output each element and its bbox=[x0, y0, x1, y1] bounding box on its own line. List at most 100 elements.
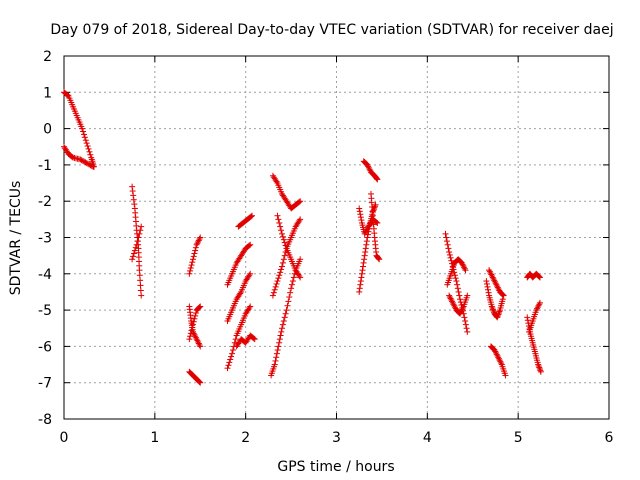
x-tick-label: 2 bbox=[241, 430, 250, 446]
data-point bbox=[283, 307, 290, 314]
data-point bbox=[360, 259, 367, 266]
data-point bbox=[279, 263, 285, 270]
data-point bbox=[362, 249, 369, 256]
data-point bbox=[277, 332, 284, 339]
data-point bbox=[534, 304, 541, 311]
data-point bbox=[132, 244, 139, 251]
data-point bbox=[452, 275, 459, 282]
data-point bbox=[533, 307, 540, 314]
data-point bbox=[192, 312, 199, 319]
data-point bbox=[448, 257, 455, 264]
data-point bbox=[276, 272, 283, 279]
data-point bbox=[275, 343, 282, 350]
data-point bbox=[297, 216, 304, 223]
data-point bbox=[246, 272, 253, 279]
data-point bbox=[287, 289, 294, 296]
data-point bbox=[463, 325, 470, 332]
data-point bbox=[443, 238, 450, 245]
data-point bbox=[457, 310, 464, 317]
data-point bbox=[447, 254, 454, 261]
data-point bbox=[82, 159, 89, 166]
data-point bbox=[188, 262, 195, 269]
data-point bbox=[286, 294, 293, 301]
data-point bbox=[251, 336, 258, 343]
data-point bbox=[133, 241, 140, 248]
data-point bbox=[196, 378, 203, 385]
data-point bbox=[491, 278, 498, 285]
data-point bbox=[535, 363, 542, 370]
data-point bbox=[494, 284, 501, 291]
data-point bbox=[495, 355, 502, 362]
data-point bbox=[285, 298, 292, 305]
data-point bbox=[296, 198, 303, 205]
data-point bbox=[536, 364, 543, 371]
data-point bbox=[82, 137, 89, 144]
data-point bbox=[80, 128, 87, 135]
data-point bbox=[129, 183, 136, 190]
data-point bbox=[188, 327, 195, 334]
data-point bbox=[364, 234, 371, 241]
data-point bbox=[195, 378, 202, 385]
data-point bbox=[191, 250, 198, 257]
x-axis-label: GPS time / hours bbox=[277, 459, 394, 475]
data-point bbox=[454, 285, 461, 292]
y-tick-label: -1 bbox=[38, 158, 52, 174]
data-point bbox=[197, 234, 204, 241]
data-point bbox=[279, 230, 285, 237]
data-point bbox=[78, 157, 85, 164]
data-point bbox=[445, 245, 452, 252]
data-point bbox=[362, 245, 369, 252]
data-point bbox=[372, 203, 379, 210]
y-tick-label: -3 bbox=[38, 231, 52, 247]
data-point bbox=[494, 352, 501, 359]
grid-lines bbox=[64, 56, 609, 419]
data-point bbox=[277, 269, 284, 276]
data-point bbox=[490, 307, 497, 314]
data-point bbox=[457, 296, 464, 303]
data-point bbox=[195, 340, 202, 347]
data-point bbox=[360, 263, 367, 270]
data-point bbox=[363, 241, 370, 248]
data-point bbox=[279, 259, 286, 266]
data-point bbox=[130, 192, 137, 199]
data-point bbox=[462, 317, 469, 324]
data-point bbox=[492, 348, 499, 355]
data-point bbox=[272, 357, 279, 364]
data-point bbox=[274, 347, 281, 354]
data-point bbox=[489, 306, 496, 313]
data-point bbox=[461, 265, 468, 272]
y-tick-label: -4 bbox=[38, 267, 52, 283]
data-point bbox=[288, 285, 295, 292]
data-point bbox=[485, 286, 492, 293]
data-point bbox=[195, 238, 202, 245]
data-point bbox=[444, 241, 451, 248]
data-point bbox=[137, 227, 144, 234]
data-point bbox=[524, 317, 531, 324]
data-point bbox=[138, 223, 145, 230]
data-point bbox=[535, 272, 542, 279]
data-point bbox=[524, 314, 531, 321]
data-point bbox=[356, 288, 363, 295]
data-point bbox=[536, 274, 543, 281]
data-point bbox=[460, 262, 467, 269]
data-point bbox=[81, 134, 88, 141]
data-point bbox=[273, 280, 280, 287]
data-point bbox=[376, 256, 383, 263]
chart-title: Day 079 of 2018, Sidereal Day-to-day VTE… bbox=[50, 22, 613, 38]
data-point bbox=[500, 292, 507, 299]
data-point bbox=[226, 359, 233, 366]
data-point bbox=[278, 266, 285, 273]
data-point bbox=[81, 158, 88, 165]
data-point bbox=[136, 230, 143, 237]
data-point bbox=[486, 267, 493, 274]
data-point bbox=[455, 288, 462, 295]
data-point bbox=[138, 292, 145, 299]
data-point bbox=[358, 270, 365, 277]
data-point bbox=[85, 145, 92, 152]
data-point bbox=[496, 308, 503, 315]
data-point bbox=[269, 292, 276, 299]
data-point bbox=[366, 166, 373, 173]
data-point bbox=[362, 229, 369, 236]
data-point bbox=[134, 238, 141, 245]
y-tick-label: 2 bbox=[43, 49, 52, 65]
